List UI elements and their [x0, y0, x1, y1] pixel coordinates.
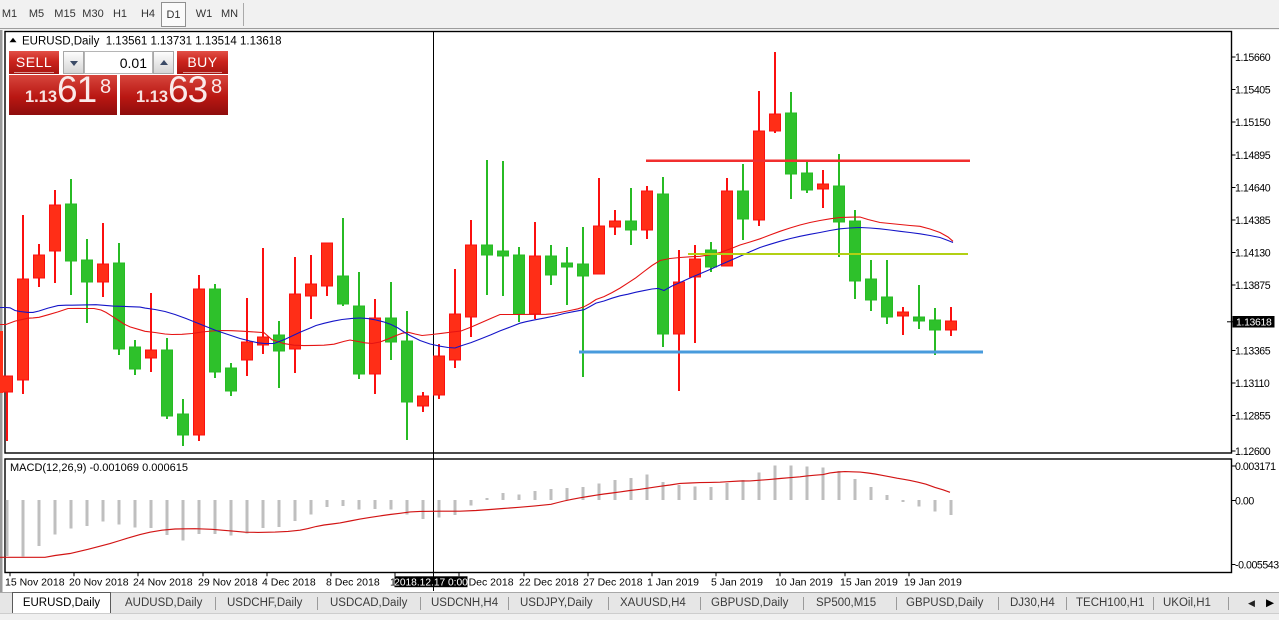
svg-text:1.15150: 1.15150: [1235, 117, 1271, 129]
svg-text:1.15405: 1.15405: [1235, 85, 1271, 97]
svg-text:1.14385: 1.14385: [1235, 215, 1271, 227]
svg-text:-0.005543: -0.005543: [1235, 560, 1279, 572]
svg-text:1.13365: 1.13365: [1235, 346, 1271, 358]
svg-text:22 Dec 2018: 22 Dec 2018: [519, 577, 579, 589]
svg-text:15 Nov 2018: 15 Nov 2018: [5, 577, 65, 589]
svg-text:1.13110: 1.13110: [1235, 378, 1270, 390]
svg-text:1.15660: 1.15660: [1235, 52, 1271, 64]
svg-text:1.13875: 1.13875: [1235, 280, 1271, 292]
svg-text:2018.12.17 0:00: 2018.12.17 0:00: [394, 577, 468, 588]
svg-text:1.13618: 1.13618: [1236, 318, 1272, 329]
svg-text:8 Dec 2018: 8 Dec 2018: [326, 577, 380, 589]
svg-text:1.14640: 1.14640: [1235, 183, 1271, 195]
svg-text:1.14130: 1.14130: [1235, 248, 1271, 260]
svg-text:27 Dec 2018: 27 Dec 2018: [583, 577, 643, 589]
svg-text:20 Nov 2018: 20 Nov 2018: [69, 577, 129, 589]
svg-text:1.12600: 1.12600: [1235, 446, 1271, 458]
svg-text:4 Dec 2018: 4 Dec 2018: [262, 577, 316, 589]
svg-text:15 Jan 2019: 15 Jan 2019: [840, 577, 898, 589]
svg-text:EURUSD,Daily 1.13561 1.13731: EURUSD,Daily 1.13561 1.13731 1.13514 1.1…: [22, 36, 282, 48]
svg-text:1 Jan 2019: 1 Jan 2019: [647, 577, 699, 589]
svg-text:17 Dec 2018: 17 Dec 2018: [454, 577, 514, 589]
svg-text:5 Jan 2019: 5 Jan 2019: [711, 577, 763, 589]
svg-text:29 Nov 2018: 29 Nov 2018: [198, 577, 258, 589]
svg-text:0.00: 0.00: [1235, 496, 1254, 508]
svg-text:10 Jan 2019: 10 Jan 2019: [775, 577, 833, 589]
svg-text:24 Nov 2018: 24 Nov 2018: [133, 577, 193, 589]
svg-text:1.14895: 1.14895: [1235, 150, 1271, 162]
svg-text:19 Jan 2019: 19 Jan 2019: [904, 577, 962, 589]
svg-text:1.12855: 1.12855: [1235, 411, 1271, 423]
svg-text:MACD(12,26,9) -0.001069 0.0006: MACD(12,26,9) -0.001069 0.000615: [10, 462, 188, 474]
svg-text:0.003171: 0.003171: [1235, 461, 1276, 473]
